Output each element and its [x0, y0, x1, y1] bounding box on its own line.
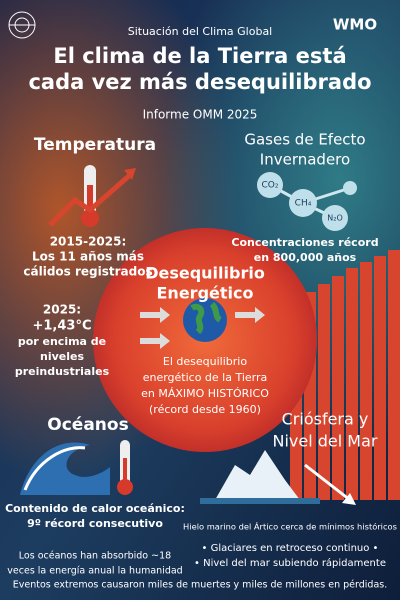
fact: Contenido de calor oceánico: — [5, 502, 185, 515]
fact: Los 11 años más — [32, 250, 144, 264]
un-logo — [8, 11, 36, 39]
fact: veces la energía anual la humanidad — [7, 566, 182, 577]
item: • Nivel del mar subiendo rápidamente — [194, 557, 386, 569]
fact: cálidos registrados — [23, 265, 152, 279]
body: en MÁXIMO HISTÓRICO — [141, 387, 269, 400]
kicker: Situación del Clima Global — [128, 25, 273, 38]
fact: niveles — [40, 350, 84, 363]
thermometer-ocean — [117, 440, 133, 495]
title-line: El clima de la Tierra está — [53, 44, 346, 68]
molecule-label: CO₂ — [262, 181, 279, 191]
body: El desequilibrio — [163, 355, 247, 368]
heading: Gases de Efecto — [244, 131, 365, 149]
wave — [20, 442, 110, 495]
item: • Glaciares en retroceso continuo • — [202, 543, 379, 554]
heading: Criósfera y — [282, 410, 369, 429]
globe — [183, 298, 227, 342]
heading: Océanos — [47, 415, 128, 435]
heading: Desequilibrio — [145, 264, 265, 283]
heading: Temperatura — [34, 135, 156, 155]
arrow-head — [124, 168, 136, 180]
fact: +1,43°C — [32, 319, 91, 334]
fact: 9º récord consecutivo — [27, 517, 163, 530]
title-line: cada vez más desequilibrado — [28, 70, 371, 94]
molecule-label: N₂O — [327, 214, 343, 223]
logo: WMO — [333, 16, 377, 34]
heading: Energético — [157, 284, 254, 303]
fact: preindustriales — [15, 365, 110, 378]
arrows — [140, 307, 265, 349]
thermometer-temp — [81, 165, 99, 227]
footer: Eventos extremos causaron miles de muert… — [13, 580, 388, 591]
fact: 2015-2025: — [50, 235, 127, 249]
item: Hielo marino del Ártico cerca de mínimos… — [183, 521, 397, 532]
fact: en 800,000 años — [254, 251, 357, 264]
subtitle: Informe OMM 2025 — [143, 108, 258, 122]
heading: Invernadero — [260, 151, 350, 169]
heading: Nivel del Mar — [273, 432, 378, 451]
sea-arrow — [304, 463, 351, 502]
iceberg — [200, 450, 320, 504]
fact: Concentraciones récord — [231, 236, 378, 249]
fact: por encima de — [18, 335, 106, 348]
body: (récord desde 1960) — [149, 403, 261, 416]
fact: Los océanos han absorbido ~18 — [19, 551, 171, 562]
fact: 2025: — [43, 303, 81, 317]
body: energético de la Tierra — [143, 371, 268, 384]
molecule-label: CH₄ — [295, 199, 312, 209]
rising-arrow — [48, 173, 132, 227]
sea-arrow-head — [342, 493, 356, 505]
molecule-nodes — [257, 172, 357, 231]
